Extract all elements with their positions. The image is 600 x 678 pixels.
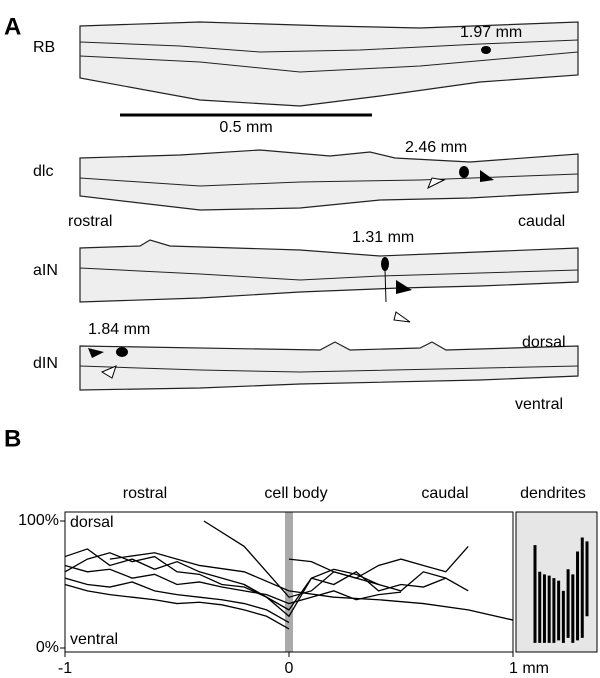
arrowhead — [393, 311, 411, 323]
direction-label: caudal — [518, 213, 565, 230]
boundary-line — [79, 51, 579, 73]
data-line — [64, 552, 447, 618]
data-line — [64, 564, 402, 605]
boundary-line — [79, 365, 579, 373]
data-line — [203, 520, 469, 598]
header-label: rostral — [123, 485, 167, 502]
header-label: cell body — [264, 485, 327, 502]
boundary-line — [79, 39, 579, 53]
data-line — [243, 568, 379, 611]
data-line — [109, 552, 514, 621]
data-line — [64, 583, 290, 630]
boundary-line — [79, 267, 579, 281]
y-tick-label: 0% — [36, 639, 59, 656]
row-label: aIN — [33, 262, 58, 279]
x-tick-label: 0 — [285, 660, 294, 677]
dendrite-panel — [515, 511, 598, 653]
spinal-cord-outline — [79, 21, 579, 107]
distance-label: 1.84 mm — [88, 321, 150, 338]
distance-label: 1.31 mm — [352, 229, 414, 246]
panel-b: B rostral cell body caudal dendrites dor… — [4, 425, 586, 648]
x-tick-label: 1 mm — [509, 660, 549, 677]
annotation: dorsal — [70, 514, 114, 531]
distance-label: 2.46 mm — [405, 139, 467, 156]
cell-body — [381, 257, 389, 271]
arrowhead — [396, 280, 412, 294]
data-line — [64, 548, 290, 611]
header-label: dendrites — [520, 485, 586, 502]
panel-a: A RB 1.97 mm 0.5 mm dlc 2.46 mm rostral … — [4, 13, 579, 413]
distance-label: 1.97 mm — [460, 24, 522, 41]
data-line — [64, 577, 290, 624]
header-label: caudal — [421, 485, 468, 502]
spinal-cord-outline — [79, 149, 579, 211]
arrowhead — [100, 365, 117, 379]
data-line — [288, 558, 469, 592]
panel-label: A — [4, 13, 21, 40]
arrowhead — [480, 170, 494, 182]
scale-label: 0.5 mm — [219, 119, 272, 136]
panel-label: B — [4, 425, 21, 452]
spinal-cord-outline — [79, 341, 579, 391]
axon — [384, 269, 387, 303]
row-label: dlc — [33, 163, 53, 180]
row-label: dIN — [33, 355, 58, 372]
boundary-line — [79, 173, 579, 187]
direction-label: rostral — [68, 213, 112, 230]
cell-body-band — [285, 512, 293, 652]
cell-body — [459, 166, 469, 178]
arrowhead — [427, 177, 446, 190]
direction-label: ventral — [515, 396, 563, 413]
direction-label: dorsal — [522, 334, 566, 351]
row-label: RB — [33, 39, 55, 56]
y-tick-label: 100% — [18, 512, 59, 529]
arrowhead — [88, 348, 104, 358]
x-tick-label: -1 — [58, 660, 72, 677]
cell-body — [116, 347, 128, 357]
annotation: ventral — [70, 631, 118, 648]
spinal-cord-outline — [79, 239, 579, 303]
cell-body — [481, 46, 491, 54]
